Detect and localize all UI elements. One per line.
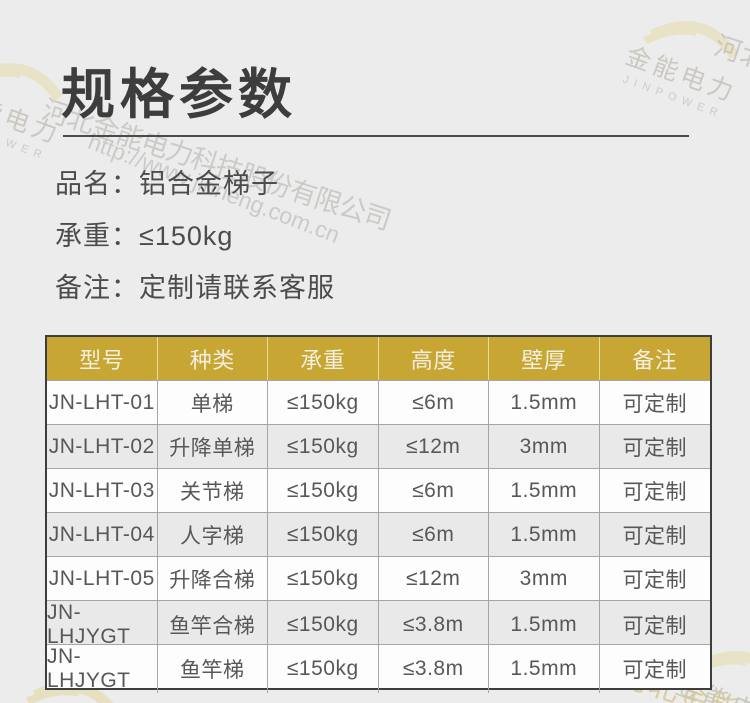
table-cell: JN-LHT-05 [47,557,158,600]
table-cell: 1.5mm [489,513,600,556]
table-header-cell: 承重 [268,337,379,380]
table-cell: ≤150kg [268,513,379,556]
table-header-cell: 型号 [47,337,158,380]
table-cell: ≤6m [379,381,489,424]
table-cell: JN-LHJYGT [47,645,158,693]
table-cell: ≤150kg [268,469,379,512]
product-info: 品名：铝合金梯子 承重：≤150kg 备注：定制请联系客服 [55,166,335,306]
table-row: JN-LHT-01 单梯 ≤150kg ≤6m 1.5mm 可定制 [47,380,710,424]
table-cell: ≤150kg [268,601,379,649]
jinpower-logo-watermark: 金能电力 JINPOWER [605,0,750,127]
table-cell: 可定制 [622,615,687,638]
table-cell: JN-LHT-04 [47,513,158,556]
table-cell: 可定制 [622,568,687,592]
table-cell: 单梯 [158,381,268,424]
table-row: JN-LHT-05 升降合梯 ≤150kg ≤12m 3mm 可定制 [47,556,710,600]
title-divider [63,135,689,137]
table-cell: ≤6m [379,513,489,556]
table-cell: ≤150kg [268,645,379,693]
logo-cn-text: 金能电力 [621,41,741,108]
table-cell: 3mm [489,425,600,468]
table-cell: ≤3.8m [379,645,489,693]
table-header-row: 型号 种类 承重 高度 壁厚 备注 [47,337,710,380]
table-cell: ≤150kg [268,425,379,468]
product-name-line: 品名：铝合金梯子 [55,169,279,199]
table-cell: 可定制 [622,392,687,416]
table-cell: 1.5mm [489,381,600,424]
table-cell: 可定制 [622,524,687,548]
logo-en-text: JINPOWER [655,698,750,703]
table-cell: 关节梯 [158,469,268,512]
remark-line: 备注：定制请联系客服 [55,273,335,303]
table-cell: JN-LHT-02 [47,425,158,468]
table-row: JN-LHT-03 关节梯 ≤150kg ≤6m 1.5mm 可定制 [47,468,710,512]
table-cell: ≤150kg [268,381,379,424]
table-cell: 升降单梯 [158,425,268,468]
table-cell: 1.5mm [489,601,600,649]
table-header-cell: 壁厚 [489,337,600,380]
table-cell: JN-LHJYGT [47,601,158,649]
table-row: JN-LHT-02 升降单梯 ≤150kg ≤12m 3mm 可定制 [47,424,710,468]
table-cell: 可定制 [622,480,687,504]
table-cell: 鱼竿梯 [158,645,268,693]
table-cell: ≤6m [379,469,489,512]
table-cell: 升降合梯 [158,557,268,600]
table-header-cell: 备注 [632,347,678,373]
table-cell: 人字梯 [158,513,268,556]
logo-en-text: JINPOWER [0,115,49,164]
table-header-cell: 种类 [158,337,268,380]
table-cell: 3mm [489,557,600,600]
company-watermark-text: 河北金能电力科技股份有限公司 [710,30,750,176]
spec-table: 型号 种类 承重 高度 壁厚 备注 JN-LHT-01 单梯 ≤150kg ≤6… [45,335,712,693]
roof-icon [643,21,740,60]
table-cell: 1.5mm [489,469,600,512]
table-cell: JN-LHT-03 [47,469,158,512]
table-row: JN-LHT-04 人字梯 ≤150kg ≤6m 1.5mm 可定制 [47,512,710,556]
table-cell: ≤150kg [268,557,379,600]
table-cell: ≤3.8m [379,601,489,649]
logo-en-text: JINPOWER [621,73,725,122]
table-cell: ≤12m [379,557,489,600]
table-cell: 可定制 [622,659,687,682]
table-cell: 可定制 [622,436,687,460]
table-cell: 1.5mm [489,645,600,693]
table-row: JN-LHJYGT 鱼竿合梯 ≤150kg ≤3.8m 1.5mm 可定制 [47,600,710,649]
table-row: JN-LHJYGT 鱼竿梯 ≤150kg ≤3.8m 1.5mm 可定制 [47,644,710,693]
table-cell: 鱼竿合梯 [158,601,268,649]
page-title: 规格参数 [61,65,297,125]
table-header-cell: 高度 [379,337,489,380]
table-cell: ≤12m [379,425,489,468]
table-cell: JN-LHT-01 [47,381,158,424]
load-capacity-line: 承重：≤150kg [55,221,234,251]
